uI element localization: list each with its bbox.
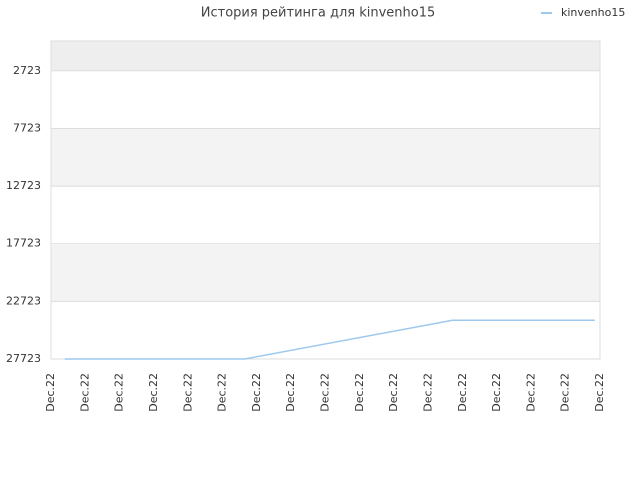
band — [51, 129, 600, 187]
x-tick-label: Dec.22 — [250, 373, 263, 412]
y-tick-label: 2723 — [13, 64, 41, 77]
y-tick-label: 12723 — [6, 179, 41, 192]
y-tick-label: 17723 — [6, 237, 41, 250]
x-tick-label: Dec.22 — [78, 373, 91, 412]
y-tick-label: 22723 — [6, 294, 41, 307]
x-tick-label: Dec.22 — [593, 373, 606, 412]
x-tick-label: Dec.22 — [44, 373, 57, 412]
x-tick-label: Dec.22 — [421, 373, 434, 412]
x-tick-label: Dec.22 — [319, 373, 332, 412]
x-tick-label: Dec.22 — [524, 373, 537, 412]
y-tick-label: 7723 — [13, 121, 41, 134]
x-tick-label: Dec.22 — [181, 373, 194, 412]
x-tick-label: Dec.22 — [456, 373, 469, 412]
plot-frame — [50, 40, 601, 360]
x-tick-label: Dec.22 — [216, 373, 229, 412]
legend-label: kinvenho15 — [561, 6, 625, 19]
x-tick-label: Dec.22 — [147, 373, 160, 412]
line — [64, 319, 595, 360]
x-tick-label: Dec.22 — [387, 373, 400, 412]
x-tick-label: Dec.22 — [490, 373, 503, 412]
x-tick-label: Dec.22 — [284, 373, 297, 412]
chart-title: История рейтинга для kinvenho15 — [201, 6, 436, 21]
band — [51, 245, 600, 302]
x-tick-label: Dec.22 — [113, 373, 126, 412]
x-tick-label: Dec.22 — [559, 373, 572, 412]
x-tick-label: Dec.22 — [353, 373, 366, 412]
band — [51, 41, 600, 71]
y-tick-label: 27723 — [6, 352, 41, 365]
